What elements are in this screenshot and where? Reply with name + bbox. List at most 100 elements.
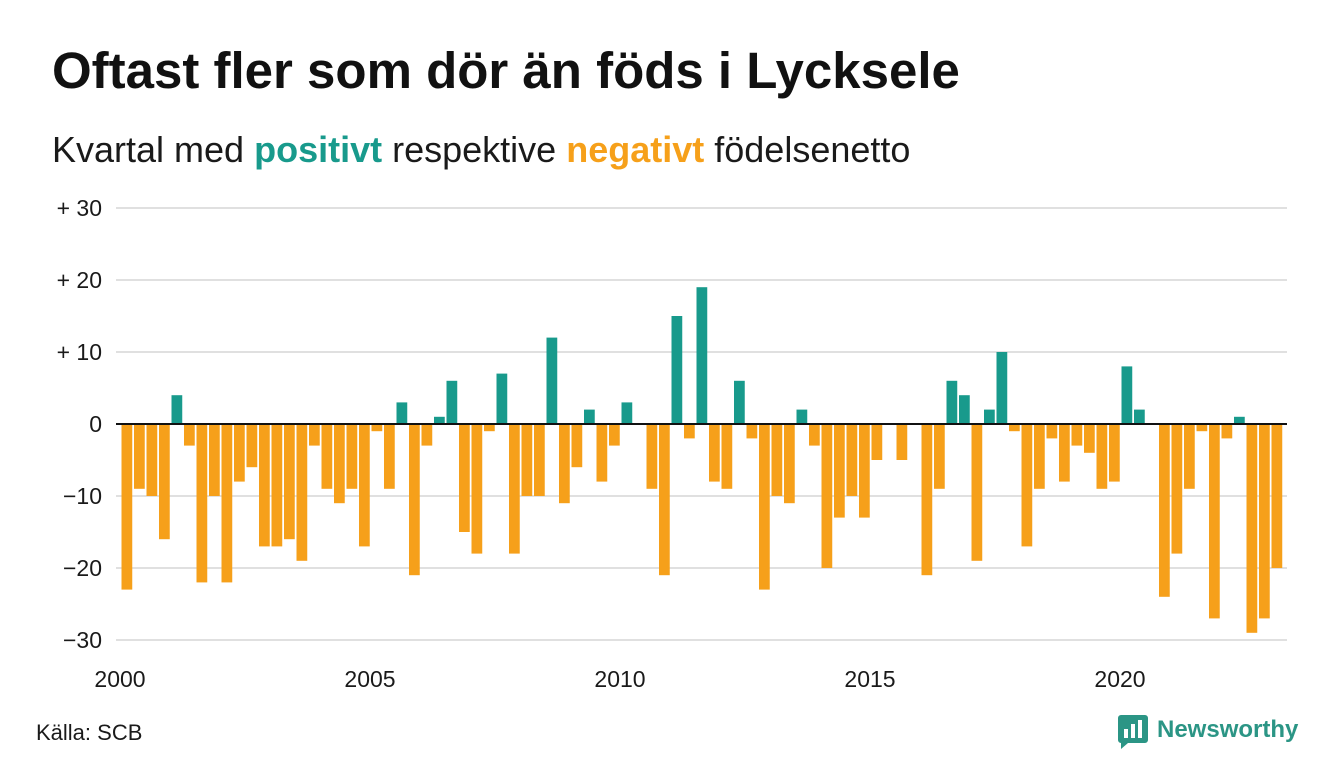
bar-49 bbox=[734, 380, 745, 424]
bar-55 bbox=[809, 424, 820, 446]
bar-89 bbox=[1234, 416, 1245, 424]
bar-52 bbox=[771, 424, 783, 496]
bar-24 bbox=[421, 424, 433, 446]
bar-9 bbox=[234, 424, 245, 482]
bar-77 bbox=[1084, 424, 1095, 453]
x-tick-label: 2005 bbox=[344, 666, 395, 692]
bar-46 bbox=[696, 287, 708, 424]
bar-73 bbox=[1034, 424, 1045, 489]
bar-34 bbox=[546, 337, 558, 424]
bar-8 bbox=[221, 424, 233, 583]
bar-87 bbox=[1209, 424, 1220, 619]
bar-36 bbox=[571, 424, 583, 468]
bar-79 bbox=[1109, 424, 1120, 482]
bar-72 bbox=[1021, 424, 1033, 547]
bar-33 bbox=[534, 424, 545, 496]
bar-59 bbox=[859, 424, 870, 518]
bar-28 bbox=[471, 424, 483, 554]
bar-4 bbox=[171, 395, 183, 424]
bar-2 bbox=[146, 424, 158, 496]
bar-38 bbox=[596, 424, 608, 482]
bar-44 bbox=[671, 316, 683, 424]
bar-54 bbox=[796, 409, 808, 424]
subtitle-lead: Kvartal med bbox=[52, 129, 245, 170]
x-tick-label: 2010 bbox=[594, 666, 645, 692]
x-tick-label: 2020 bbox=[1094, 666, 1145, 692]
subtitle-positive-word: positivt bbox=[254, 129, 383, 170]
bar-64 bbox=[921, 424, 933, 576]
bar-85 bbox=[1184, 424, 1195, 489]
bar-75 bbox=[1059, 424, 1070, 482]
bar-17 bbox=[334, 424, 345, 504]
bar-74 bbox=[1046, 424, 1058, 439]
source-note: Källa: SCB bbox=[36, 720, 143, 745]
bar-62 bbox=[896, 424, 908, 460]
bar-57 bbox=[834, 424, 845, 518]
bar-50 bbox=[746, 424, 758, 439]
bar-10 bbox=[246, 424, 258, 468]
bar-45 bbox=[684, 424, 695, 439]
bar-60 bbox=[871, 424, 883, 460]
bar-69 bbox=[984, 409, 995, 424]
bar-53 bbox=[784, 424, 795, 504]
bar-66 bbox=[946, 380, 958, 424]
bar-23 bbox=[409, 424, 420, 576]
subtitle-tail: födelsenetto bbox=[714, 129, 911, 170]
bar-5 bbox=[184, 424, 195, 446]
bar-14 bbox=[296, 424, 308, 561]
newsworthy-logo-icon bbox=[1118, 715, 1148, 749]
bar-84 bbox=[1171, 424, 1183, 554]
y-tick-label: + 20 bbox=[57, 267, 102, 293]
subtitle-negative-word: negativt bbox=[566, 129, 705, 170]
bar-78 bbox=[1096, 424, 1108, 489]
y-tick-label: + 10 bbox=[57, 339, 102, 365]
bar-32 bbox=[521, 424, 533, 496]
bar-0 bbox=[121, 424, 133, 590]
bar-18 bbox=[346, 424, 358, 489]
bar-71 bbox=[1009, 424, 1020, 432]
bar-51 bbox=[759, 424, 770, 590]
bar-65 bbox=[934, 424, 945, 489]
bar-7 bbox=[209, 424, 220, 496]
bar-88 bbox=[1221, 424, 1233, 439]
bar-80 bbox=[1121, 366, 1133, 424]
bar-56 bbox=[821, 424, 833, 568]
bar-92 bbox=[1271, 424, 1283, 568]
bar-35 bbox=[559, 424, 570, 504]
bar-25 bbox=[434, 416, 445, 424]
bar-91 bbox=[1259, 424, 1270, 619]
chart-title: Oftast fler som dör än föds i Lycksele bbox=[52, 42, 960, 99]
chart-subtitle: Kvartal med positivt respektive negativt… bbox=[52, 132, 910, 168]
x-tick-label: 2015 bbox=[844, 666, 895, 692]
bar-76 bbox=[1071, 424, 1083, 446]
bar-48 bbox=[721, 424, 733, 489]
brand-name: Newsworthy bbox=[1157, 716, 1299, 743]
y-axis-labels: + 30 + 20 + 10 0 −10 −20 −30 bbox=[57, 195, 102, 653]
y-tick-label: −10 bbox=[63, 483, 102, 509]
bar-12 bbox=[271, 424, 283, 547]
bar-13 bbox=[284, 424, 295, 540]
bar-19 bbox=[359, 424, 370, 547]
bar-21 bbox=[384, 424, 395, 489]
bar-83 bbox=[1159, 424, 1170, 597]
bar-30 bbox=[496, 373, 508, 424]
logo-bar-3 bbox=[1138, 720, 1142, 738]
bar-67 bbox=[959, 395, 970, 424]
x-axis-labels: 2000 2005 2010 2015 2020 bbox=[94, 666, 1145, 692]
bar-15 bbox=[309, 424, 320, 446]
bar-86 bbox=[1196, 424, 1208, 432]
y-tick-label: + 30 bbox=[57, 195, 102, 221]
bar-31 bbox=[509, 424, 520, 554]
x-tick-label: 2000 bbox=[94, 666, 145, 692]
logo-bar-1 bbox=[1124, 729, 1128, 738]
bar-47 bbox=[709, 424, 720, 482]
bar-3 bbox=[159, 424, 170, 540]
bar-16 bbox=[321, 424, 333, 489]
bar-1 bbox=[134, 424, 145, 489]
bar-40 bbox=[621, 402, 633, 424]
bar-81 bbox=[1134, 409, 1145, 424]
bar-29 bbox=[484, 424, 495, 432]
bar-58 bbox=[846, 424, 858, 496]
